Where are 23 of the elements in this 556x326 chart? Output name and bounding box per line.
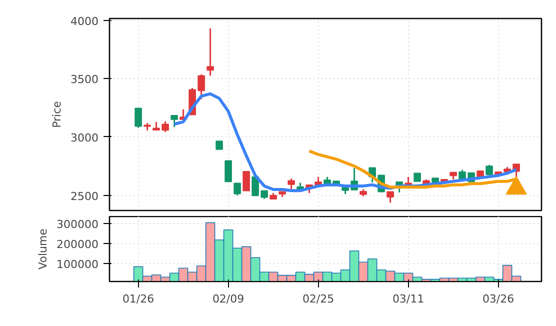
candlestick (242, 171, 250, 192)
candlestick (224, 160, 232, 182)
y-axis-title: Volume (36, 228, 50, 270)
category-label: 03/11 (392, 292, 424, 306)
category-label: 02/25 (302, 292, 334, 306)
candlestick (234, 182, 241, 196)
candlestick (206, 28, 214, 76)
y-tick-label: 4000 (70, 14, 99, 28)
y-tick-label: 200000 (56, 238, 99, 251)
category-label: 03/26 (482, 292, 514, 306)
candlestick (288, 178, 295, 190)
candlestick (486, 164, 493, 176)
y-tick-label: 300000 (56, 218, 99, 231)
y-tick-label: 3000 (70, 131, 99, 144)
y-axis-title: Price (50, 100, 64, 128)
candlestick (134, 108, 142, 129)
candlestick (386, 190, 394, 204)
category-label: 02/09 (212, 292, 244, 306)
y-tick-label: 2500 (70, 190, 99, 203)
candlestick (170, 114, 178, 128)
y-tick-label: 100000 (56, 258, 99, 271)
category-label: 01/26 (122, 292, 154, 306)
y-tick-label: 3500 (70, 73, 99, 86)
